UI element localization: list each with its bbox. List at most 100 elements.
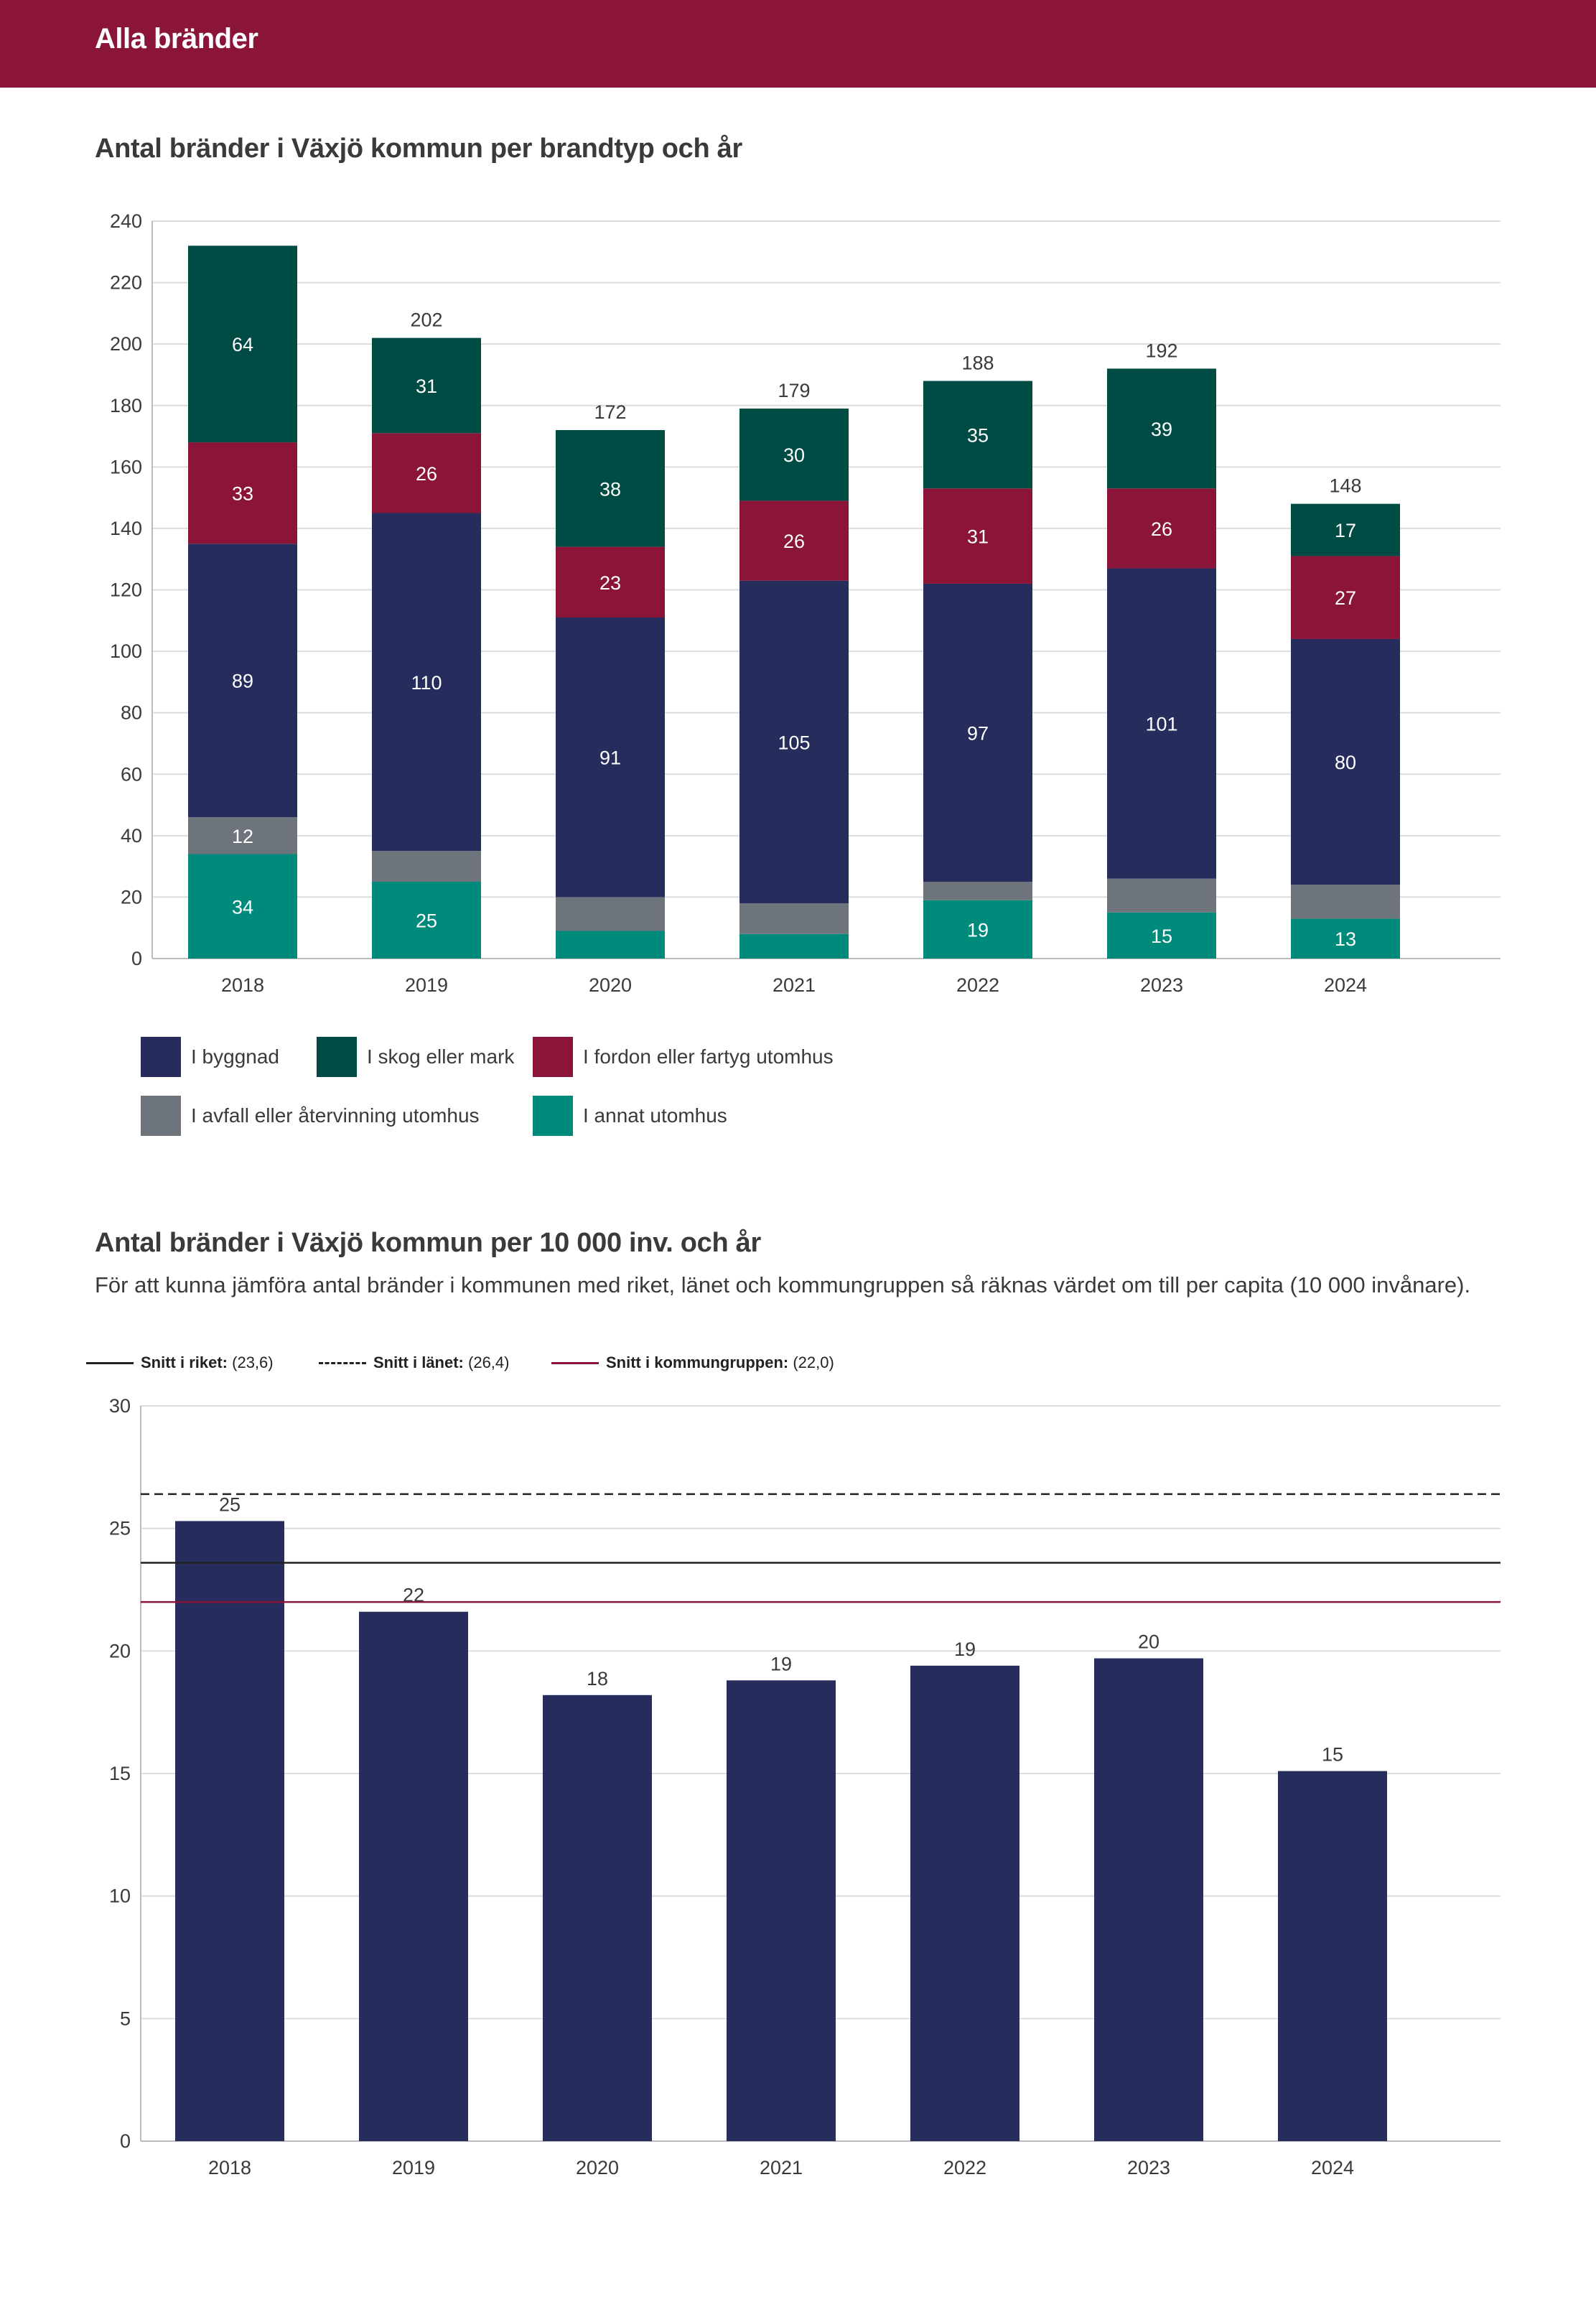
bar-segment [1291, 556, 1400, 639]
segment-value-label: 38 [599, 478, 621, 500]
y-tick-label: 60 [121, 763, 142, 785]
y-tick-label: 40 [121, 825, 142, 847]
bar-segment [1107, 912, 1216, 959]
y-tick-label: 160 [110, 456, 142, 477]
segment-value-label: 101 [1145, 714, 1177, 735]
bar-segment [188, 442, 297, 544]
segment-value-label: 33 [232, 483, 253, 505]
reference-legend-line [551, 1361, 599, 1364]
bar [910, 1665, 1019, 2141]
segment-value-label: 89 [232, 671, 253, 692]
segment-value-label: 31 [967, 526, 989, 548]
x-tick-label: 2020 [589, 974, 632, 996]
reference-legend-item: Snitt i länet: (26,4) [319, 1350, 509, 1376]
bar-segment [556, 897, 665, 931]
reference-legend-line [319, 1361, 366, 1364]
reference-legend-label: Snitt i riket: (23,6) [141, 1353, 274, 1371]
x-tick-label: 2022 [943, 2157, 986, 2178]
y-tick-label: 0 [131, 948, 142, 969]
x-tick-label: 2021 [773, 974, 816, 996]
y-tick-label: 100 [110, 640, 142, 662]
legend-label: I fordon eller fartyg utomhus [583, 1045, 834, 1068]
x-tick-label: 2018 [208, 2157, 251, 2178]
bar-segment [1291, 885, 1400, 919]
bar-segment [1107, 368, 1216, 489]
legend-item: I byggnad [141, 1037, 279, 1077]
legend-item: I fordon eller fartyg utomhus [533, 1037, 834, 1077]
bar [175, 1521, 284, 2141]
bar-segment [188, 246, 297, 443]
x-tick-label: 2021 [760, 2157, 803, 2178]
bar-segment [188, 544, 297, 818]
x-tick-label: 2023 [1140, 974, 1183, 996]
y-tick-label: 80 [121, 702, 142, 724]
x-tick-label: 2024 [1311, 2157, 1354, 2178]
legend-label: I avfall eller återvinning utomhus [191, 1104, 480, 1127]
y-tick-label: 180 [110, 395, 142, 416]
y-tick-label: 10 [109, 1886, 131, 1907]
y-tick-label: 220 [110, 272, 142, 294]
legend-item: I annat utomhus [533, 1096, 727, 1136]
segment-value-label: 39 [1151, 419, 1172, 440]
bar-segment [923, 583, 1032, 882]
segment-value-label: 27 [1335, 587, 1356, 609]
legend-swatch [141, 1096, 181, 1136]
bar-segment [923, 900, 1032, 959]
segment-value-label: 19 [967, 919, 989, 941]
bar-segment [739, 409, 849, 501]
bar-segment [1107, 568, 1216, 879]
y-tick-label: 30 [109, 1395, 131, 1417]
segment-value-label: 17 [1335, 520, 1356, 541]
y-tick-label: 20 [121, 886, 142, 908]
legend-swatch [533, 1096, 573, 1136]
reference-legend-line [86, 1361, 134, 1364]
total-value-label: 179 [778, 380, 810, 401]
segment-value-label: 34 [232, 896, 253, 918]
segment-value-label: 35 [967, 424, 989, 446]
y-tick-label: 25 [109, 1518, 131, 1539]
chart1-title: Antal bränder i Växjö kommun per brandty… [95, 134, 742, 164]
reference-legend-item: Snitt i kommungruppen: (22,0) [551, 1350, 834, 1376]
x-tick-label: 2018 [221, 974, 264, 996]
bar-segment [372, 337, 481, 434]
bar-value-label: 25 [219, 1493, 241, 1515]
bar-value-label: 20 [1138, 1631, 1159, 1653]
segment-value-label: 105 [778, 732, 810, 753]
total-value-label: 148 [1329, 475, 1361, 497]
reference-legend-label: Snitt i länet: (26,4) [373, 1353, 510, 1371]
bar-segment [556, 617, 665, 898]
segment-value-label: 91 [599, 747, 621, 769]
bar-segment [739, 500, 849, 581]
y-tick-label: 200 [110, 333, 142, 355]
stacked-bar-chart: 0 20 40 60 80 100 120 140 160 180 200 220 240 34 12 89 3… [110, 210, 1501, 996]
bar-segment [372, 513, 481, 852]
x-tick-label: 2022 [956, 974, 999, 996]
legend-swatch [533, 1037, 573, 1077]
legend-label: I annat utomhus [583, 1104, 727, 1127]
bar-segment [739, 580, 849, 903]
bar-segment [739, 903, 849, 934]
bar-segment [923, 882, 1032, 900]
x-tick-label: 2020 [576, 2157, 619, 2178]
segment-value-label: 26 [416, 463, 437, 485]
bar [543, 1695, 652, 2141]
legend-swatch [141, 1037, 181, 1077]
total-value-label: 202 [410, 309, 442, 331]
segment-value-label: 31 [416, 376, 437, 397]
chart2-title: Antal bränder i Växjö kommun per 10 000 … [95, 1228, 761, 1258]
segment-value-label: 12 [232, 826, 253, 847]
bar [1278, 1771, 1387, 2141]
segment-value-label: 13 [1335, 928, 1356, 950]
bar-segment [556, 546, 665, 618]
total-value-label: 192 [1145, 340, 1177, 361]
header-bar: Alla bränder [0, 0, 1596, 88]
bar-segment [372, 433, 481, 513]
bar-value-label: 18 [587, 1668, 608, 1690]
segment-value-label: 15 [1151, 926, 1172, 947]
bar [1094, 1658, 1203, 2141]
bar-segment [556, 429, 665, 547]
legend-label: I byggnad [191, 1045, 279, 1068]
bar-value-label: 19 [954, 1639, 976, 1660]
segment-value-label: 30 [783, 444, 805, 466]
